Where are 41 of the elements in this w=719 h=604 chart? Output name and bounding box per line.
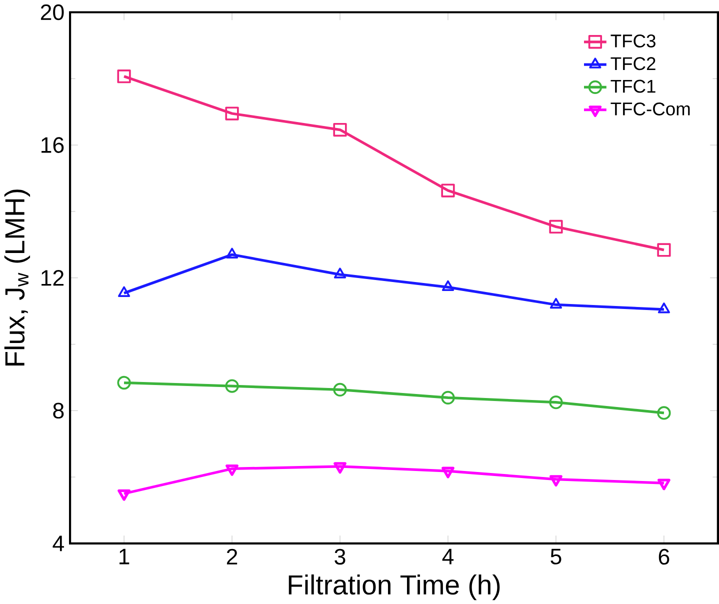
- x-tick-label: 1: [120, 548, 130, 564]
- x-tick-label: 6: [658, 548, 670, 564]
- point: [442, 280, 454, 291]
- y-tick-label: 4: [52, 536, 64, 551]
- point: [334, 462, 346, 474]
- y-tick-label: 20: [40, 4, 64, 20]
- point: [549, 395, 563, 409]
- point: [441, 183, 455, 198]
- point: [117, 69, 131, 83]
- y-tick-label: 12: [42, 270, 64, 286]
- legend-label: TFC3: [610, 34, 656, 48]
- point: [658, 302, 670, 314]
- x-tick-label: 4: [442, 548, 454, 564]
- point: [658, 478, 670, 490]
- point: [225, 106, 239, 120]
- point: [550, 298, 562, 308]
- point: [442, 466, 454, 478]
- point: [334, 267, 346, 278]
- y-tick-label: 16: [42, 136, 64, 153]
- point: [226, 248, 238, 258]
- x-tick-label: 2: [226, 548, 238, 564]
- x-tick-label: 3: [334, 548, 346, 564]
- point: [549, 220, 563, 234]
- point: [441, 390, 455, 404]
- point: [226, 464, 238, 476]
- point: [657, 406, 671, 420]
- point: [118, 286, 130, 297]
- x-tick-label: 5: [550, 548, 562, 564]
- legend-label: TFC-Com: [610, 102, 690, 116]
- legend-label: TFC1: [610, 80, 656, 93]
- y-tick-label: 8: [53, 402, 64, 418]
- point: [118, 489, 130, 501]
- point: [117, 376, 131, 390]
- point: [333, 122, 347, 136]
- point: [333, 382, 347, 396]
- point: [657, 242, 671, 257]
- legend-label: TFC2: [610, 56, 656, 70]
- x-axis-title: Filtration Time (h): [288, 574, 500, 600]
- point: [225, 379, 239, 393]
- point: [550, 474, 562, 486]
- y-axis-title: Flux, J$_{w}$ (LMH): [4, 189, 30, 366]
